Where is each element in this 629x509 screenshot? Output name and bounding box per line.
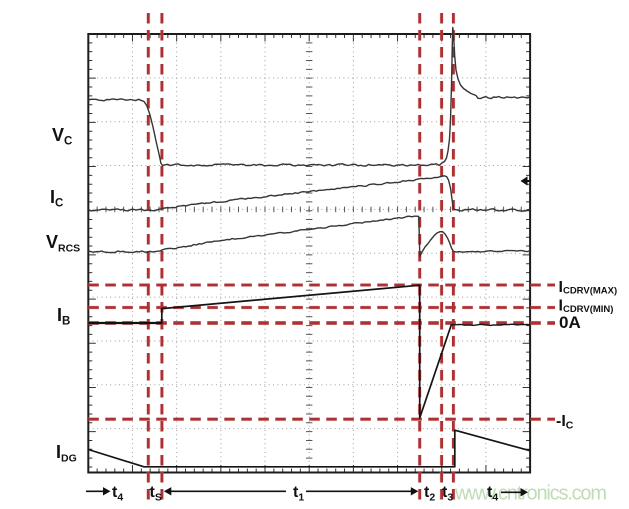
svg-text:0A: 0A	[559, 313, 581, 332]
svg-text:t1: t1	[293, 484, 304, 504]
svg-text:www.cntronics.com: www.cntronics.com	[454, 483, 607, 505]
svg-text:t2: t2	[424, 484, 435, 504]
svg-text:t4: t4	[487, 484, 498, 504]
svg-text:t4: t4	[112, 484, 123, 504]
svg-text:t3: t3	[442, 484, 453, 504]
